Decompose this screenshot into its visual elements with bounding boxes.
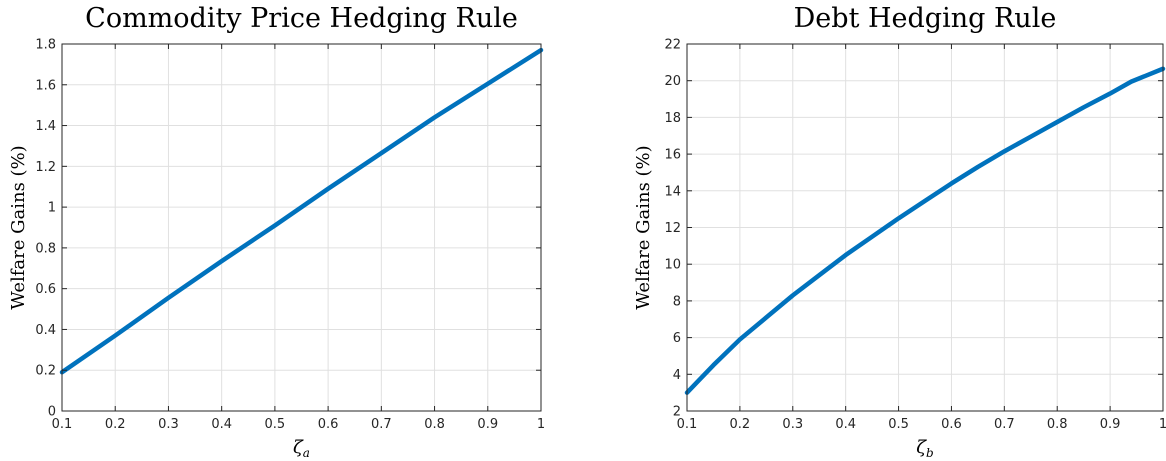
debt-x-tick-label: 0.1 bbox=[677, 417, 698, 432]
debt-y-tick-label: 4 bbox=[673, 368, 681, 383]
debt-x-axis-symbol: ζ bbox=[916, 437, 927, 458]
commodity-y-tick-label: 0 bbox=[48, 405, 56, 420]
debt-x-tick-label: 0.2 bbox=[730, 417, 751, 432]
debt-y-tick-label: 6 bbox=[673, 331, 681, 346]
debt-x-tick-label: 0.7 bbox=[994, 417, 1015, 432]
commodity-y-tick-label: 1 bbox=[48, 201, 56, 216]
debt-y-tick-label: 22 bbox=[664, 38, 681, 53]
commodity-x-tick-label: 0.2 bbox=[105, 417, 126, 432]
commodity-y-tick-label: 1.6 bbox=[35, 78, 56, 93]
debt-y-tick-label: 8 bbox=[673, 294, 681, 309]
debt-x-tick-label: 0.5 bbox=[888, 417, 909, 432]
debt-x-tick-label: 0.9 bbox=[1100, 417, 1121, 432]
commodity-x-tick-label: 1 bbox=[537, 417, 545, 432]
debt-x-tick-label: 1 bbox=[1159, 417, 1166, 432]
commodity-x-tick-label: 0.7 bbox=[371, 417, 392, 432]
commodity-y-tick-label: 0.4 bbox=[35, 323, 56, 338]
commodity-axes-box bbox=[61, 43, 542, 412]
debt-x-axis-subscript: b bbox=[926, 446, 934, 460]
debt-y-tick-label: 20 bbox=[664, 74, 681, 89]
commodity-x-tick-label: 0.5 bbox=[265, 417, 286, 432]
commodity-price-hedging-panel: 0.1 0.2 0.3 0.4 0.5 0.6 0.7 0.8 0.9 1 0 0.2 0.4 0.6 0.… bbox=[8, 3, 545, 460]
commodity-y-tick-label: 0.8 bbox=[35, 241, 56, 256]
commodity-x-axis-subscript: a bbox=[303, 446, 310, 460]
commodity-series-line bbox=[59, 47, 544, 375]
commodity-y-tick-label: 1.2 bbox=[35, 160, 56, 175]
commodity-x-tick-label: 0.4 bbox=[211, 417, 232, 432]
debt-x-tick-label: 0.4 bbox=[835, 417, 856, 432]
debt-y-tick-label: 10 bbox=[664, 258, 681, 273]
commodity-y-axis-label: Welfare Gains (%) bbox=[8, 145, 29, 309]
commodity-y-tick-label: 0.6 bbox=[35, 282, 56, 297]
debt-x-tick-label: 0.6 bbox=[941, 417, 962, 432]
debt-y-tick-label: 16 bbox=[664, 148, 681, 163]
debt-series-line bbox=[684, 66, 1166, 395]
debt-hedging-panel: 0.1 0.2 0.3 0.4 0.5 0.6 0.7 0.8 0.9 1246810121416… bbox=[633, 3, 1166, 460]
debt-y-tick-label: 14 bbox=[664, 184, 681, 199]
commodity-x-axis-label: ζa bbox=[293, 437, 310, 460]
commodity-x-tick-label: 0.3 bbox=[158, 417, 179, 432]
commodity-x-tick-label: 0.9 bbox=[477, 417, 498, 432]
debt-x-axis-label: ζb bbox=[916, 437, 933, 460]
debt-x-tick-label: 0.8 bbox=[1047, 417, 1068, 432]
commodity-x-axis-symbol: ζ bbox=[293, 437, 304, 458]
debt-y-axis-label: Welfare Gains (%) bbox=[633, 145, 654, 309]
commodity-y-tick-label: 1.4 bbox=[35, 119, 56, 134]
commodity-x-tick-label: 0.1 bbox=[52, 417, 73, 432]
debt-chart-title: Debt Hedging Rule bbox=[794, 3, 1057, 34]
debt-y-tick-label: 2 bbox=[673, 405, 681, 420]
commodity-y-tick-label: 0.2 bbox=[35, 364, 56, 379]
debt-y-tick-label: 12 bbox=[664, 221, 681, 236]
commodity-y-tick-label: 1.8 bbox=[35, 38, 56, 53]
debt-y-tick-label: 18 bbox=[664, 111, 681, 126]
commodity-chart-title: Commodity Price Hedging Rule bbox=[85, 3, 518, 34]
debt-x-tick-label: 0.3 bbox=[782, 417, 803, 432]
commodity-x-tick-label: 0.6 bbox=[318, 417, 339, 432]
commodity-x-tick-label: 0.8 bbox=[424, 417, 445, 432]
